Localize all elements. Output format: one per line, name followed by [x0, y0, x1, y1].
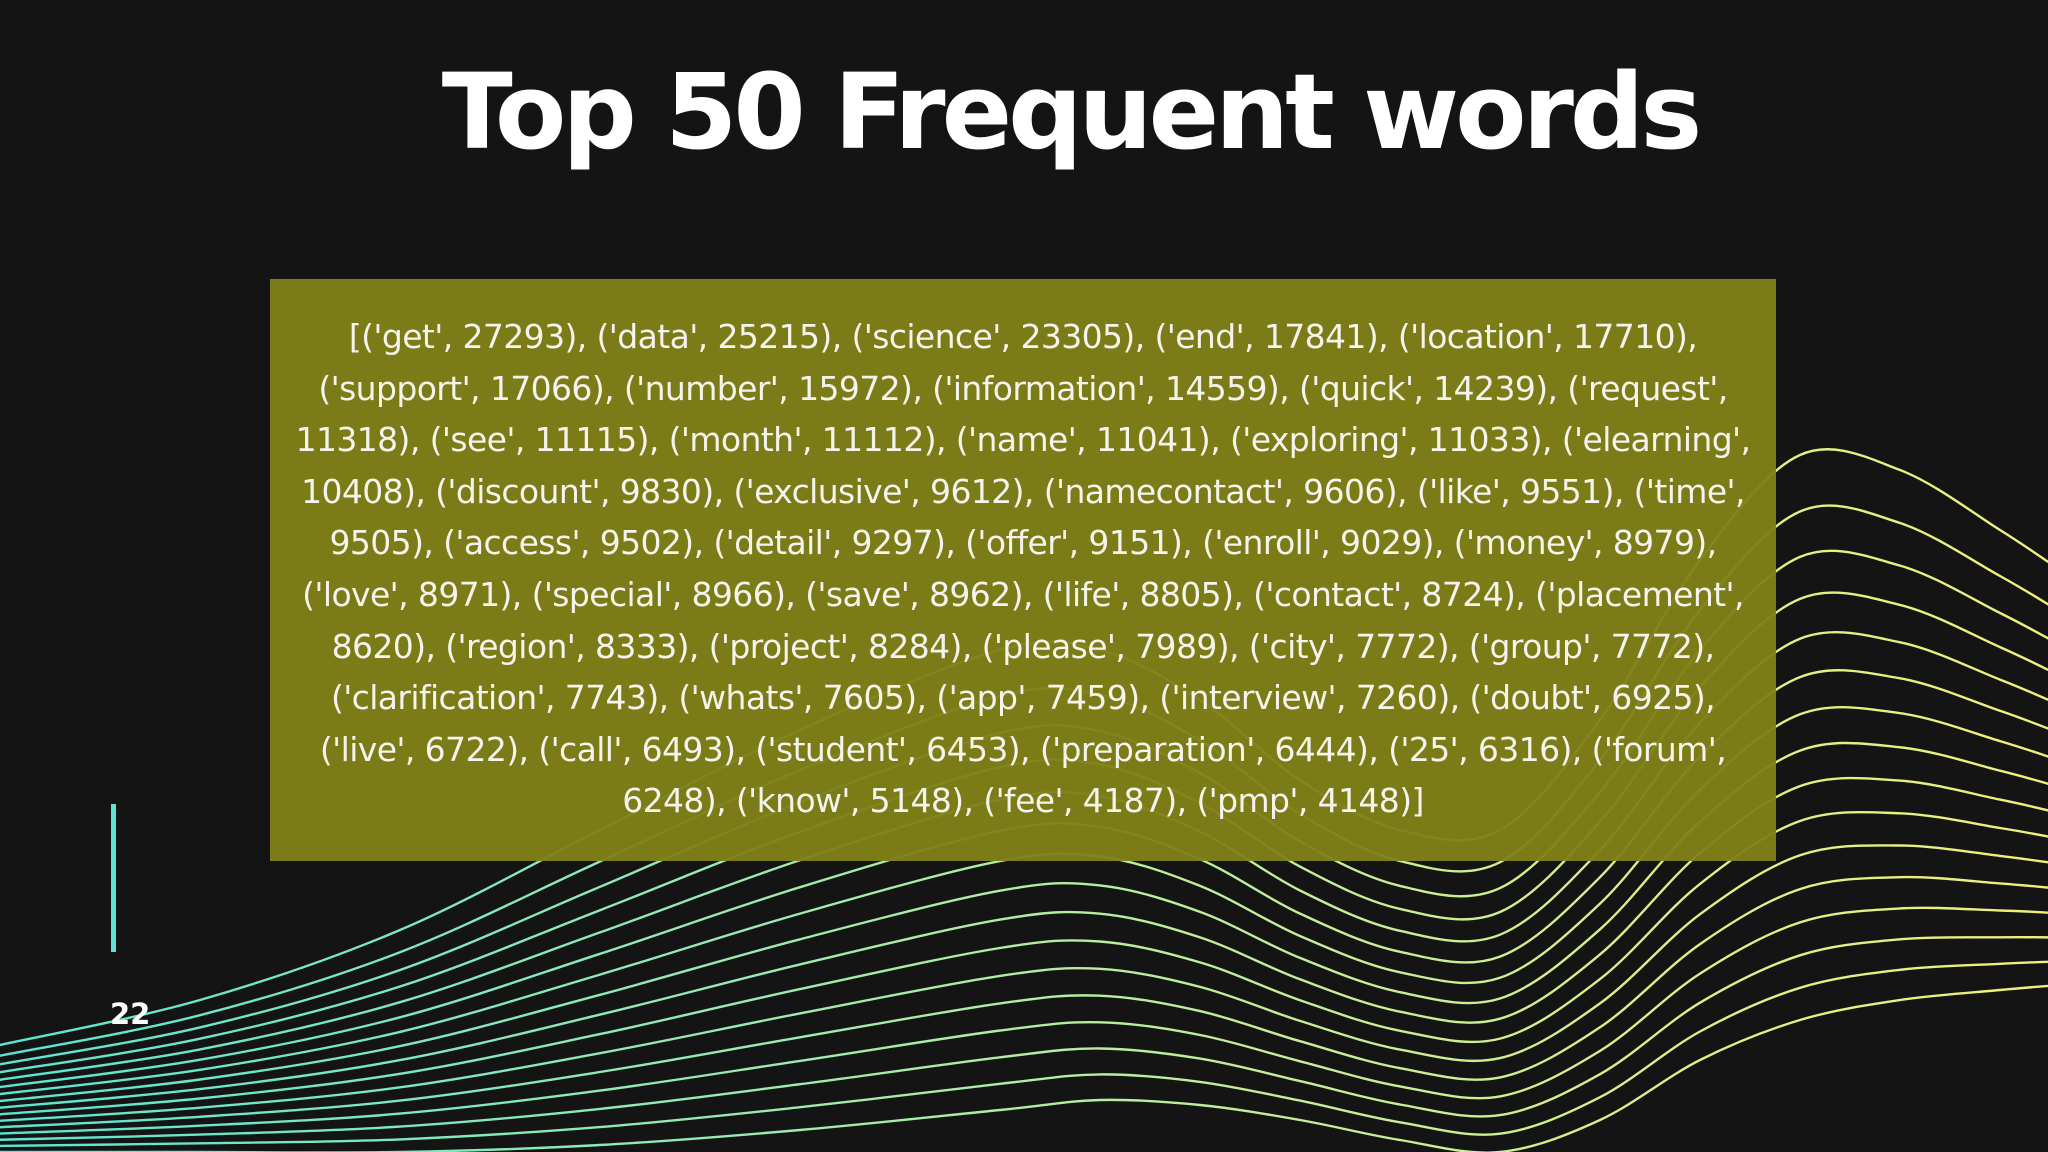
word-frequency-box: [('get', 27293), ('data', 25215), ('scie… — [270, 279, 1776, 861]
accent-bar — [111, 804, 116, 952]
wave-line — [0, 906, 2048, 1135]
slide-title: Top 50 Frequent words — [441, 51, 1703, 173]
page-number: 22 — [110, 997, 151, 1031]
wave-line — [0, 741, 2048, 1103]
wave-line — [0, 776, 2048, 1109]
word-frequency-list: [('get', 27293), ('data', 25215), ('scie… — [295, 317, 1751, 821]
wave-line — [0, 960, 2048, 1148]
wave-line — [0, 984, 2048, 1152]
wave-line — [0, 705, 2048, 1096]
wave-line — [0, 875, 2048, 1129]
wave-line — [0, 844, 2048, 1123]
wave-line — [0, 810, 2048, 1116]
wave-line — [0, 669, 2048, 1089]
wave-line — [0, 935, 2048, 1141]
